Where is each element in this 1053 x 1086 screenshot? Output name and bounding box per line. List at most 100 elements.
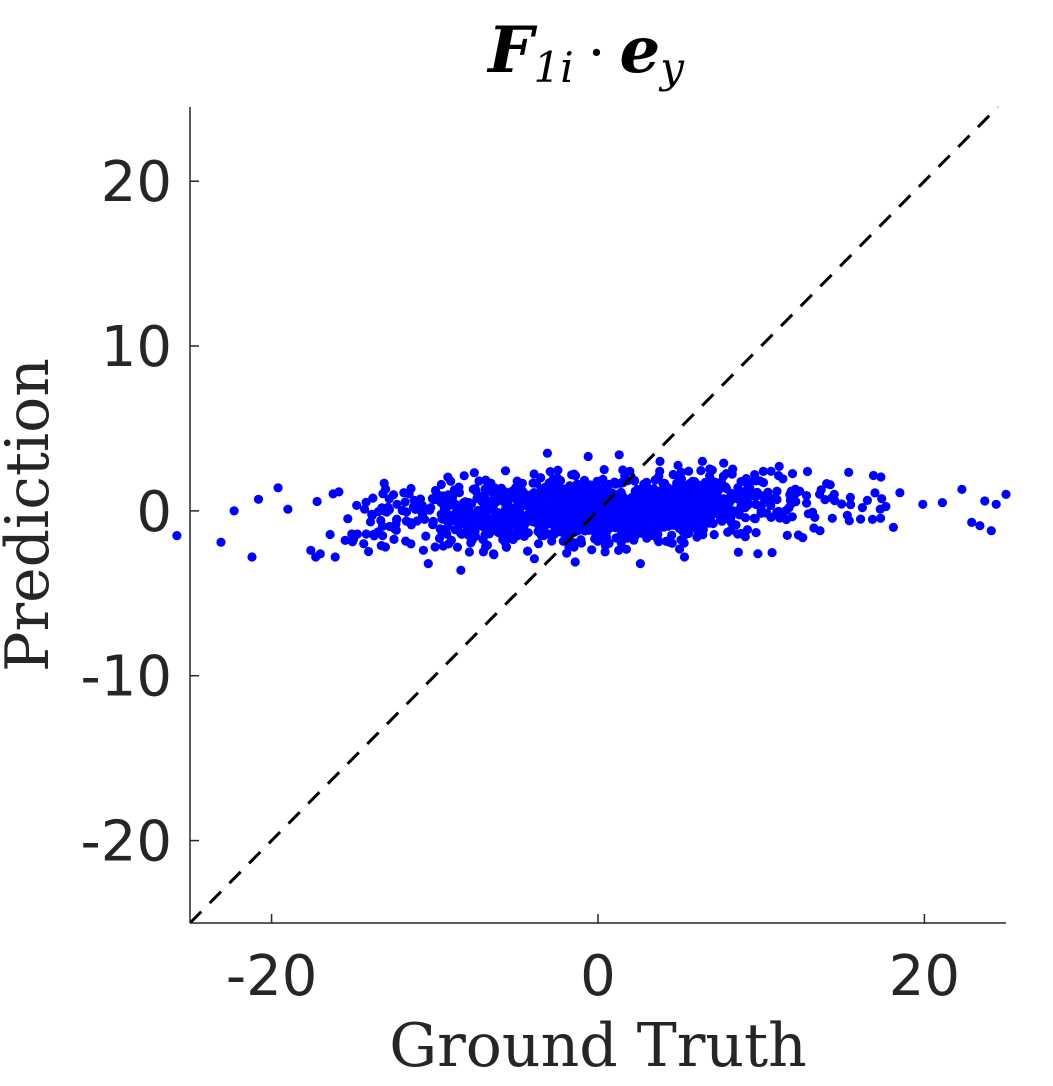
data-point [767, 548, 777, 558]
data-point [678, 480, 688, 490]
data-point [467, 499, 477, 509]
chart-title-sub2: y [658, 43, 685, 92]
data-point [519, 531, 529, 542]
data-point [553, 465, 563, 475]
data-point [766, 512, 776, 523]
y-tick-label: 10 [101, 315, 172, 380]
data-point [658, 490, 668, 500]
data-point [229, 506, 239, 516]
data-point [732, 506, 742, 516]
data-point [668, 503, 678, 514]
data-point [478, 547, 488, 557]
chart-title-dot: · [588, 21, 606, 86]
data-point [461, 506, 471, 516]
data-point [579, 526, 590, 536]
data-point [438, 541, 448, 551]
data-point [456, 565, 466, 575]
data-point [593, 536, 603, 546]
data-point [876, 472, 886, 482]
data-point [508, 534, 518, 545]
data-point [692, 480, 703, 490]
data-point [572, 479, 582, 489]
data-point [719, 510, 729, 520]
data-point [408, 502, 419, 512]
data-point [635, 559, 646, 569]
data-point [655, 508, 665, 518]
data-point [733, 529, 743, 539]
data-point [587, 545, 597, 555]
x-tick-label: 20 [889, 944, 960, 1009]
data-point [553, 521, 563, 531]
data-point [629, 535, 639, 545]
data-point [837, 499, 847, 509]
data-point [360, 504, 370, 514]
y-tick-label: 0 [136, 480, 172, 545]
data-point [868, 470, 879, 481]
data-point [596, 516, 606, 526]
data-point [565, 536, 575, 546]
data-point [741, 474, 751, 484]
data-point [516, 515, 526, 525]
data-point [698, 503, 709, 513]
data-point [311, 552, 321, 562]
data-point [378, 489, 388, 499]
data-point [600, 481, 610, 491]
data-point [389, 524, 400, 534]
data-point [392, 499, 402, 509]
data-point [340, 535, 350, 546]
y-tick-label: -20 [81, 810, 172, 875]
data-point [830, 496, 840, 506]
data-point [918, 499, 928, 509]
data-point [559, 503, 569, 513]
data-point [587, 505, 598, 515]
data-point [552, 494, 562, 504]
data-point [733, 547, 744, 557]
x-axis-title: Ground Truth [389, 1011, 807, 1081]
x-tick-label: -20 [226, 944, 317, 1009]
data-point [888, 522, 899, 533]
data-point [679, 538, 689, 548]
data-point [671, 520, 682, 531]
data-point [527, 490, 537, 500]
data-point [684, 466, 694, 476]
data-point [693, 527, 703, 537]
data-point [253, 494, 264, 504]
data-point [478, 535, 488, 545]
data-point [482, 499, 492, 509]
data-point [404, 489, 414, 499]
data-point [367, 509, 377, 519]
data-point [406, 520, 416, 530]
data-point [710, 477, 720, 487]
data-point [470, 525, 480, 535]
data-point [795, 486, 805, 496]
data-point [496, 529, 506, 539]
data-point [759, 492, 769, 503]
data-point [652, 495, 662, 505]
data-point [895, 488, 905, 498]
chart-title-main2: e [619, 13, 660, 88]
data-point [518, 524, 528, 534]
data-point [536, 494, 546, 504]
data-point [616, 530, 626, 540]
data-point [534, 507, 544, 518]
chart-title-main: F [486, 13, 538, 88]
data-point [423, 559, 433, 569]
data-point [862, 495, 873, 505]
data-point [443, 472, 453, 482]
data-point [425, 505, 435, 515]
data-point [574, 503, 584, 513]
data-point [459, 471, 469, 481]
data-point [991, 499, 1001, 509]
data-point [328, 489, 338, 499]
data-point [599, 465, 609, 475]
x-axis-ticks: -20 0 20 [226, 914, 960, 1009]
data-point [501, 542, 511, 552]
data-point [500, 466, 511, 476]
data-point [540, 482, 550, 492]
data-point [352, 500, 362, 510]
data-point [247, 552, 257, 562]
data-point [347, 537, 358, 547]
data-point [273, 483, 283, 493]
data-point [637, 509, 647, 519]
data-points [172, 448, 1011, 575]
